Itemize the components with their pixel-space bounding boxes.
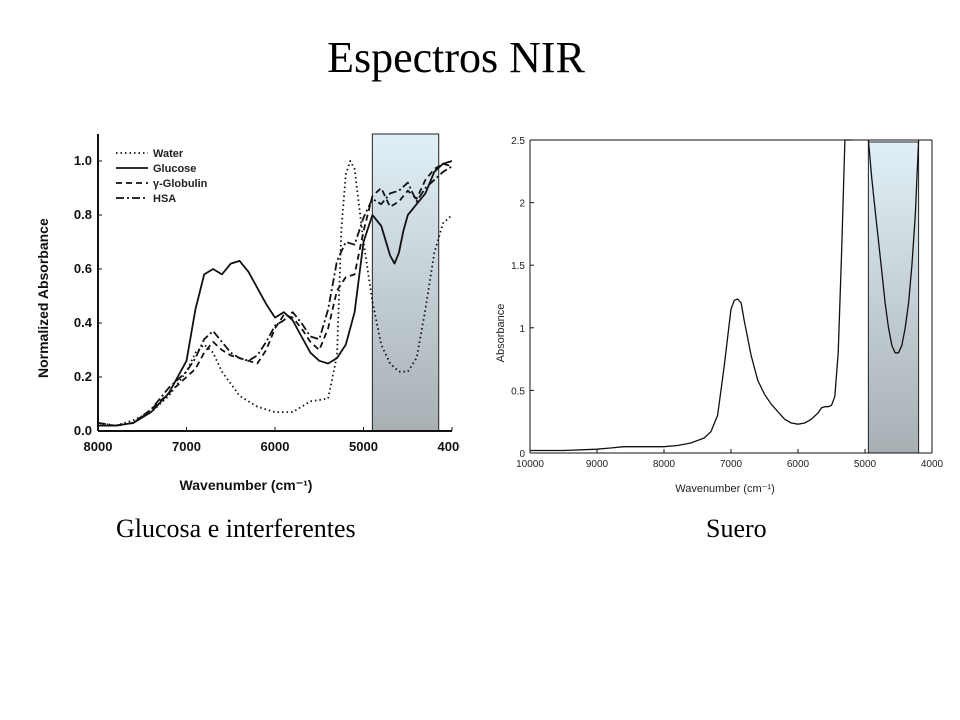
caption-glucose-interferents: Glucosa e interferentes	[116, 514, 356, 543]
x-tick-label: 7000	[720, 459, 743, 470]
legend-label: Water	[153, 148, 184, 160]
x-tick-label: 4000	[921, 459, 944, 470]
x-tick-label: 4000	[438, 439, 460, 454]
x-tick-label: 7000	[172, 439, 201, 454]
glucose-interferents-chart: 8000 7000 6000 5000 4000 0.0 0.2 0.4 0.6 0.8 1.0 N…	[36, 133, 460, 493]
caption-serum: Suero	[706, 514, 767, 543]
x-tick-label: 6000	[261, 439, 290, 454]
y-tick-label: 1.5	[511, 261, 525, 272]
series-line--globulin	[98, 162, 452, 427]
highlight-band	[371, 133, 440, 432]
highlight-band	[867, 141, 920, 454]
x-tick-label: 9000	[586, 459, 609, 470]
y-tick-label: 1	[519, 324, 525, 335]
y-tick-label: 0.6	[74, 261, 92, 276]
left-y-axis-title: Normalized Absorbance	[36, 218, 51, 378]
legend-label: γ-Globulin	[153, 178, 208, 190]
y-tick-label: 1.0	[74, 153, 92, 168]
y-tick-label: 2	[519, 199, 525, 210]
legend-label: Glucose	[153, 163, 196, 175]
slide-title: Espectros NIR	[327, 33, 585, 82]
y-tick-label: 0.2	[74, 369, 92, 384]
x-tick-label: 10000	[516, 459, 544, 470]
y-tick-label: 0.5	[511, 386, 525, 397]
y-tick-label: 0	[519, 449, 525, 460]
series-line-hsa	[98, 165, 452, 427]
series-line-trace-1	[867, 139, 920, 354]
series-line-glucose	[98, 160, 452, 427]
right-x-axis-title: Wavenumber (cm⁻¹)	[675, 483, 775, 495]
y-tick-label: 0.8	[74, 207, 92, 222]
y-tick-label: 2.5	[511, 136, 525, 147]
y-tick-label: 0.4	[74, 315, 93, 330]
y-tick-label: 0.0	[74, 423, 92, 438]
x-tick-label: 8000	[84, 439, 113, 454]
left-legend: Water Glucose γ-Globulin HSA	[116, 148, 208, 205]
x-tick-label: 8000	[653, 459, 676, 470]
right-y-axis-title: Absorbance	[495, 304, 507, 363]
serum-spectrum-chart: 10000 9000 8000 7000 6000 5000 4000 0 0.5 1 1.5 2 2.…	[495, 136, 944, 495]
x-tick-label: 5000	[854, 459, 877, 470]
right-plot-area: 10000 9000 8000 7000 6000 5000 4000 0 0.5 1 1.5 2 2.…	[511, 136, 943, 470]
legend-label: HSA	[153, 193, 176, 205]
left-plot-area: 8000 7000 6000 5000 4000 0.0 0.2 0.4 0.6 0.8 1.0	[74, 133, 460, 454]
series-line-trace-0	[530, 139, 852, 452]
x-tick-label: 6000	[787, 459, 810, 470]
left-x-axis-title: Wavenumber (cm⁻¹)	[180, 477, 313, 493]
x-tick-label: 5000	[349, 439, 378, 454]
